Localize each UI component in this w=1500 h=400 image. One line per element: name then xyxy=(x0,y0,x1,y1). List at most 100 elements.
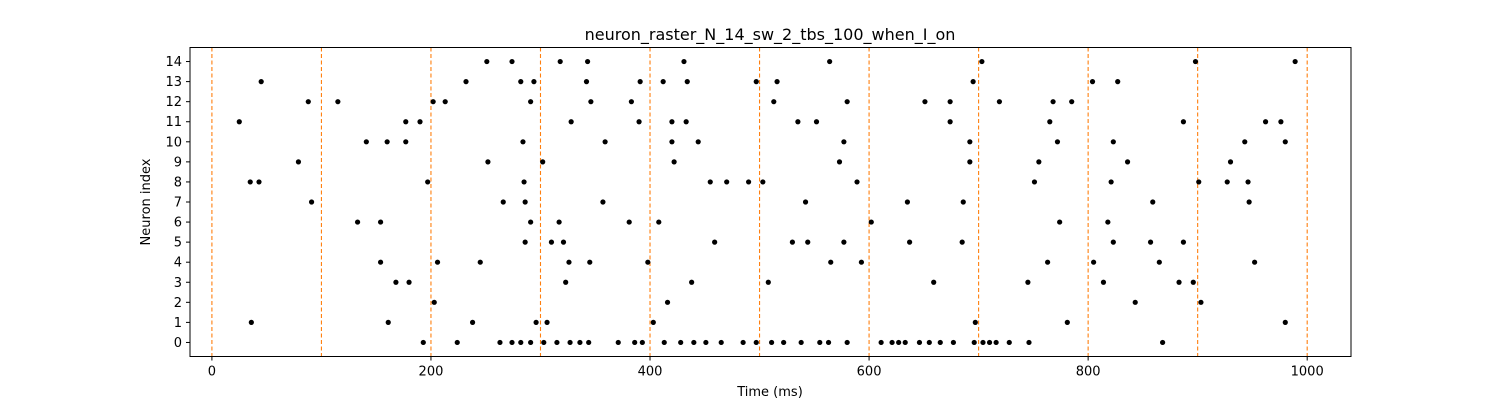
spike-point xyxy=(896,339,902,346)
spike-point xyxy=(774,79,780,85)
spike-point xyxy=(959,239,965,245)
spike-point xyxy=(557,58,563,65)
spike-point xyxy=(587,259,593,265)
spike-point xyxy=(377,259,384,265)
spike-point xyxy=(463,79,469,85)
spike-point xyxy=(1108,179,1114,185)
spike-point xyxy=(1242,139,1248,145)
spike-point xyxy=(712,239,718,245)
spike-point xyxy=(669,119,675,125)
spike-point xyxy=(1026,339,1032,346)
y-tick-label: 5 xyxy=(174,236,182,251)
spike-point xyxy=(1069,99,1075,105)
spike-point xyxy=(454,339,460,346)
spike-point xyxy=(500,199,506,205)
spike-point xyxy=(1160,339,1166,346)
y-tick-label: 14 xyxy=(165,55,182,70)
spike-point xyxy=(671,159,677,165)
spike-point xyxy=(377,219,384,225)
spike-point xyxy=(972,319,978,325)
spike-point xyxy=(384,139,390,145)
spike-point xyxy=(724,179,730,185)
spike-point xyxy=(1091,259,1097,265)
spike-point xyxy=(540,159,546,165)
spike-point xyxy=(568,119,574,125)
spike-point xyxy=(1031,179,1038,185)
spike-point xyxy=(1045,259,1051,265)
spike-point xyxy=(1245,179,1251,185)
y-tick-label: 7 xyxy=(174,196,182,211)
spike-point xyxy=(836,159,843,165)
spike-point xyxy=(430,99,436,105)
spike-point xyxy=(1192,58,1199,65)
spike-point xyxy=(740,339,746,346)
spike-point xyxy=(258,79,264,85)
spike-point xyxy=(385,319,391,325)
spike-point xyxy=(753,339,759,346)
spike-point xyxy=(1262,119,1269,125)
spike-point xyxy=(403,139,409,145)
spike-point xyxy=(689,279,695,285)
spike-point xyxy=(544,319,550,325)
spike-point xyxy=(403,119,409,125)
spike-point xyxy=(442,99,448,105)
spike-point xyxy=(521,179,527,185)
spike-point xyxy=(1282,139,1288,145)
spike-point xyxy=(760,179,766,185)
spike-point xyxy=(661,339,667,346)
spike-point xyxy=(417,119,423,125)
spike-point xyxy=(1050,99,1056,105)
spike-point xyxy=(628,99,634,105)
spike-point xyxy=(1180,239,1187,245)
spike-point xyxy=(528,99,534,105)
spike-point xyxy=(1025,279,1031,285)
spike-point xyxy=(802,199,809,205)
spike-point xyxy=(902,339,908,346)
x-tick-label: 0 xyxy=(208,365,216,380)
spike-point xyxy=(566,259,572,265)
spike-points xyxy=(236,58,1298,346)
chart-title: neuron_raster_N_14_sw_2_tbs_100_when_I_o… xyxy=(585,25,956,45)
spike-point xyxy=(567,339,573,346)
spike-point xyxy=(434,259,441,265)
spike-point xyxy=(393,279,399,285)
spike-point xyxy=(971,339,977,346)
x-tick-label: 800 xyxy=(1076,365,1101,380)
spike-point xyxy=(650,319,656,325)
spike-point xyxy=(813,119,820,125)
y-tick-label: 3 xyxy=(174,276,182,291)
spike-point xyxy=(236,119,242,125)
spike-point xyxy=(518,339,524,346)
spike-point xyxy=(554,339,560,346)
spike-point xyxy=(1089,79,1096,85)
spike-point xyxy=(681,58,687,65)
spike-point xyxy=(636,119,642,125)
spike-point xyxy=(509,339,515,346)
spike-point xyxy=(664,299,671,305)
spike-point xyxy=(485,159,491,165)
spike-point xyxy=(979,58,985,65)
plot-area xyxy=(190,47,1351,357)
y-tick-label: 13 xyxy=(165,75,182,90)
spike-point xyxy=(363,139,369,145)
spike-point xyxy=(522,239,528,245)
spike-point xyxy=(695,139,701,145)
spike-point xyxy=(1147,239,1154,245)
spike-point xyxy=(1180,119,1187,125)
spike-point xyxy=(548,239,555,245)
spike-point xyxy=(528,339,534,346)
spike-point xyxy=(520,139,526,145)
spike-point xyxy=(469,319,476,325)
spike-point xyxy=(798,339,804,346)
spike-point xyxy=(600,199,606,205)
spike-point xyxy=(868,219,874,225)
spike-point xyxy=(420,339,426,346)
spike-point xyxy=(639,339,645,346)
spike-point xyxy=(795,119,801,125)
spike-point xyxy=(556,219,562,225)
spike-point xyxy=(703,339,709,346)
x-tick-label: 200 xyxy=(419,365,444,380)
spike-point xyxy=(753,79,759,85)
spike-point xyxy=(817,339,823,346)
spike-point xyxy=(247,179,253,185)
